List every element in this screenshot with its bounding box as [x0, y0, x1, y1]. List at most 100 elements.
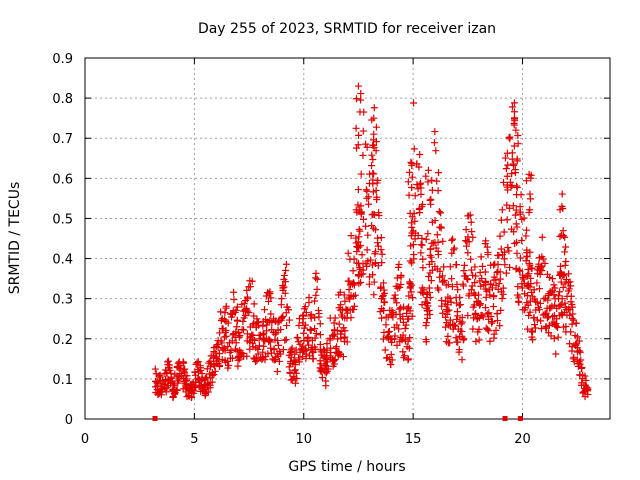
data-point [489, 303, 497, 311]
data-point [267, 294, 275, 302]
data-point [268, 319, 276, 326]
data-point [318, 364, 326, 372]
data-point [441, 313, 449, 321]
data-point [397, 280, 405, 288]
data-point [322, 369, 330, 377]
data-point [469, 271, 477, 279]
data-point [318, 374, 326, 382]
data-point [531, 324, 539, 332]
data-point [282, 266, 290, 274]
data-point [545, 321, 553, 329]
data-point [217, 308, 225, 316]
data-point [408, 173, 416, 181]
data-point-peak [559, 227, 567, 235]
data-point [254, 350, 262, 358]
data-point-peak [424, 178, 432, 186]
data-point [302, 321, 310, 329]
data-point [151, 365, 159, 373]
data-point [482, 237, 490, 245]
data-point-peak [404, 178, 412, 186]
data-point [454, 338, 462, 346]
data-point [350, 292, 358, 300]
y-axis-label: SRMTID / TECUs [7, 182, 23, 295]
data-point [266, 288, 274, 296]
data-point [554, 323, 562, 331]
data-point [161, 380, 169, 388]
data-point-peak [559, 283, 567, 291]
data-point [434, 284, 442, 292]
x-axis: 0 5 10 15 20 [81, 58, 531, 447]
data-point [417, 249, 425, 257]
data-point [295, 322, 303, 330]
data-point-peak [558, 202, 566, 210]
data-point [446, 294, 454, 302]
data-point [395, 325, 403, 333]
data-point [511, 211, 519, 219]
data-point [359, 266, 367, 274]
data-point-peak [512, 126, 520, 134]
data-point [388, 335, 396, 343]
data-point-peak [355, 131, 363, 139]
data-point [337, 301, 345, 309]
data-point [477, 282, 485, 290]
data-point [383, 333, 391, 341]
data-point [222, 332, 230, 340]
data-point-peak [352, 95, 360, 103]
data-point-peak [408, 161, 416, 169]
data-point [169, 393, 177, 401]
data-point [536, 299, 544, 307]
data-point [253, 357, 261, 365]
data-point [233, 323, 241, 331]
y-tick-label: 0.3 [52, 293, 73, 308]
data-point [240, 326, 248, 334]
data-point [503, 172, 511, 180]
data-point [232, 339, 240, 347]
x-tick-label: 20 [514, 432, 531, 447]
data-point-peak [558, 300, 566, 308]
data-point [535, 306, 543, 314]
data-point [278, 295, 286, 303]
data-point [162, 388, 170, 396]
data-point [552, 320, 560, 328]
data-point [542, 324, 550, 332]
data-point [314, 306, 322, 314]
data-point-peak [354, 186, 362, 194]
data-point [482, 293, 490, 301]
data-point [335, 320, 343, 328]
data-point [417, 179, 425, 187]
data-point [578, 364, 586, 372]
data-point-peak [511, 169, 519, 177]
data-point [274, 318, 282, 326]
data-point [414, 185, 422, 193]
y-tick-label: 0.8 [52, 92, 73, 107]
data-point [382, 321, 390, 329]
data-point [475, 314, 483, 322]
data-point [520, 214, 528, 222]
data-point [434, 187, 442, 195]
data-point-peak [407, 232, 415, 240]
data-point [344, 277, 352, 285]
data-point [250, 300, 258, 308]
data-point [350, 305, 358, 313]
data-point [522, 232, 530, 240]
data-point [312, 291, 320, 299]
data-point [464, 312, 472, 320]
data-point [432, 147, 440, 155]
data-point [300, 324, 308, 332]
data-point-peak [425, 284, 433, 292]
data-point [327, 349, 335, 357]
data-point [378, 314, 386, 322]
data-point-peak [558, 309, 566, 317]
data-point [358, 251, 366, 259]
data-point [374, 239, 382, 247]
data-point [330, 357, 338, 365]
data-point [250, 319, 258, 327]
data-point-zero [152, 416, 158, 421]
data-point [430, 139, 438, 147]
data-point-peak [357, 96, 365, 104]
data-point [531, 321, 539, 329]
data-point [490, 292, 498, 300]
data-point [454, 286, 462, 294]
data-point [528, 327, 536, 335]
data-point [221, 347, 229, 355]
